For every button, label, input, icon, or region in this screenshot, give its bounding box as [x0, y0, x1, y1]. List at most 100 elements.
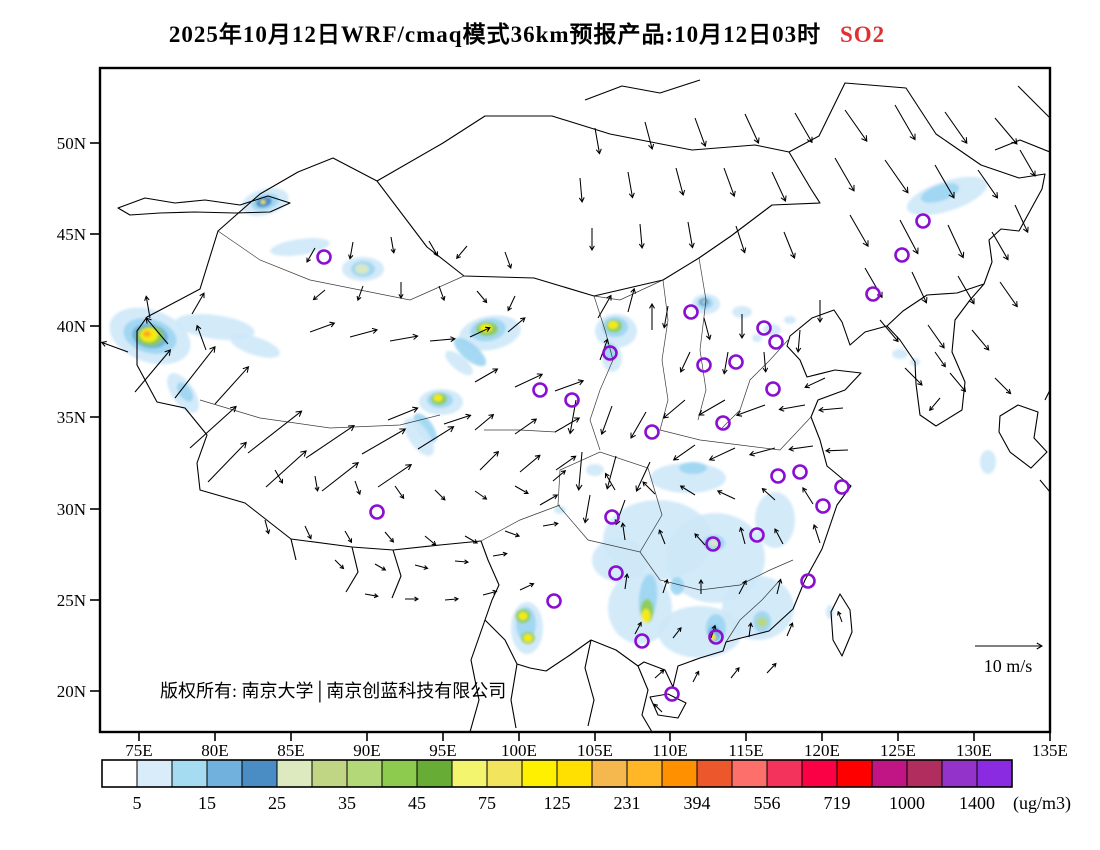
so2-blob-layer — [270, 238, 330, 256]
colorbar-tick-label: 231 — [614, 793, 641, 813]
map-outline — [998, 404, 1048, 469]
wind-arrow — [662, 305, 669, 329]
wind-arrow — [634, 621, 642, 635]
so2-blob-layer — [920, 183, 960, 203]
lat-tick-label: 30N — [57, 500, 86, 519]
so2-blob-layer — [752, 334, 762, 342]
wind-arrow — [971, 329, 990, 351]
map-outline — [117, 195, 291, 216]
city-marker — [369, 504, 385, 520]
so2-blob-layer — [260, 200, 266, 204]
wind-arrow — [474, 368, 499, 383]
so2-blob-layer — [554, 506, 566, 514]
colorbar-cell — [521, 759, 558, 788]
wind-arrow — [578, 177, 585, 203]
colorbar-cell — [696, 759, 733, 788]
city-marker — [705, 536, 721, 552]
wind-arrow — [414, 564, 429, 570]
city-marker — [696, 357, 712, 373]
map-outline — [1017, 85, 1049, 118]
map-outline — [830, 593, 853, 657]
wind-arrow — [349, 327, 379, 338]
wind-arrow — [627, 287, 637, 313]
wind-arrow — [443, 413, 472, 425]
wind-arrow — [377, 463, 413, 488]
wind-arrow — [144, 295, 151, 319]
wind-arrow — [788, 445, 814, 452]
wind-arrow — [101, 340, 129, 353]
wind-arrow — [899, 219, 919, 255]
wind-arrow — [947, 224, 965, 259]
wind-arrow — [189, 405, 237, 449]
city-station-markers — [316, 213, 931, 702]
map-outline — [510, 663, 518, 729]
lon-tick-label: 80E — [201, 741, 228, 760]
so2-blob-layer — [755, 492, 795, 548]
so2-blob-layer — [756, 617, 768, 627]
wind-arrow — [817, 300, 823, 324]
lon-tick-label: 115E — [728, 741, 763, 760]
wind-arrow — [716, 490, 736, 500]
so2-blob-layer — [608, 321, 618, 329]
wind-arrow — [507, 295, 516, 312]
wind-arrow — [723, 167, 736, 198]
wind-arrow — [694, 117, 707, 148]
lat-tick-label: 25N — [57, 591, 86, 610]
map-outline — [290, 538, 297, 561]
wind-arrow — [356, 285, 364, 302]
so2-blob-layer — [403, 418, 435, 456]
map-outline — [469, 619, 486, 731]
wind-arrow — [837, 610, 843, 623]
city-marker — [532, 382, 548, 398]
wind-arrow — [672, 444, 696, 461]
wind-arrow — [658, 529, 666, 545]
wind-arrow — [730, 666, 740, 679]
colorbar-cell — [626, 759, 663, 788]
colorbar-cell — [136, 759, 173, 788]
wind-arrow — [744, 113, 760, 144]
colorbar-cell — [731, 759, 768, 788]
map-outline — [391, 549, 402, 599]
city-marker — [604, 509, 620, 525]
so2-blob-layer — [523, 634, 533, 642]
page-title: 2025年10月12日WRF/cmaq模式36km预报产品:10月12日03时 … — [169, 21, 885, 47]
lon-tick-label: 110E — [652, 741, 687, 760]
wind-arrow — [662, 399, 686, 419]
wind-arrow — [662, 578, 669, 594]
wind-arrow — [575, 451, 583, 491]
wind-arrow — [539, 494, 559, 506]
province-border — [659, 279, 669, 431]
wind-arrow — [214, 366, 250, 405]
wind-arrow — [879, 319, 899, 343]
colorbar-tick-label: 394 — [684, 793, 711, 813]
wind-arrow — [991, 231, 1009, 261]
wind-arrow — [698, 578, 704, 594]
wind-arrow — [589, 228, 595, 252]
wind-arrow — [600, 405, 613, 436]
wind-arrow — [944, 111, 968, 144]
wind-arrow — [314, 475, 320, 492]
wind-arrow — [554, 417, 581, 433]
wind-arrow — [312, 289, 326, 301]
wind-arrow — [698, 399, 726, 416]
wind-arrow — [927, 324, 945, 349]
colorbar-cell — [381, 759, 418, 788]
map-outline — [345, 546, 359, 593]
wind-arrow — [434, 489, 446, 501]
colorbar-tick-label: 1400 — [959, 793, 995, 813]
wind-arrow — [555, 455, 577, 471]
colorbar-cell — [346, 759, 383, 788]
so2-blob-layer — [433, 394, 443, 402]
colorbar-cell — [941, 759, 978, 788]
colorbar: 5 15 25 35 45 75 125 231 394 556 719 1000 1400 — [101, 759, 1013, 813]
wind-arrow — [519, 582, 535, 591]
wind-arrow — [766, 662, 777, 674]
copyright-text: 版权所有: 南京大学│南京创蓝科技有限公司 — [160, 680, 506, 703]
wind-arrow — [687, 221, 695, 249]
city-marker — [915, 213, 931, 229]
wind-arrow — [904, 367, 923, 386]
wind-arrow — [552, 470, 567, 482]
wind-arrow — [649, 302, 655, 330]
city-marker — [602, 345, 618, 361]
